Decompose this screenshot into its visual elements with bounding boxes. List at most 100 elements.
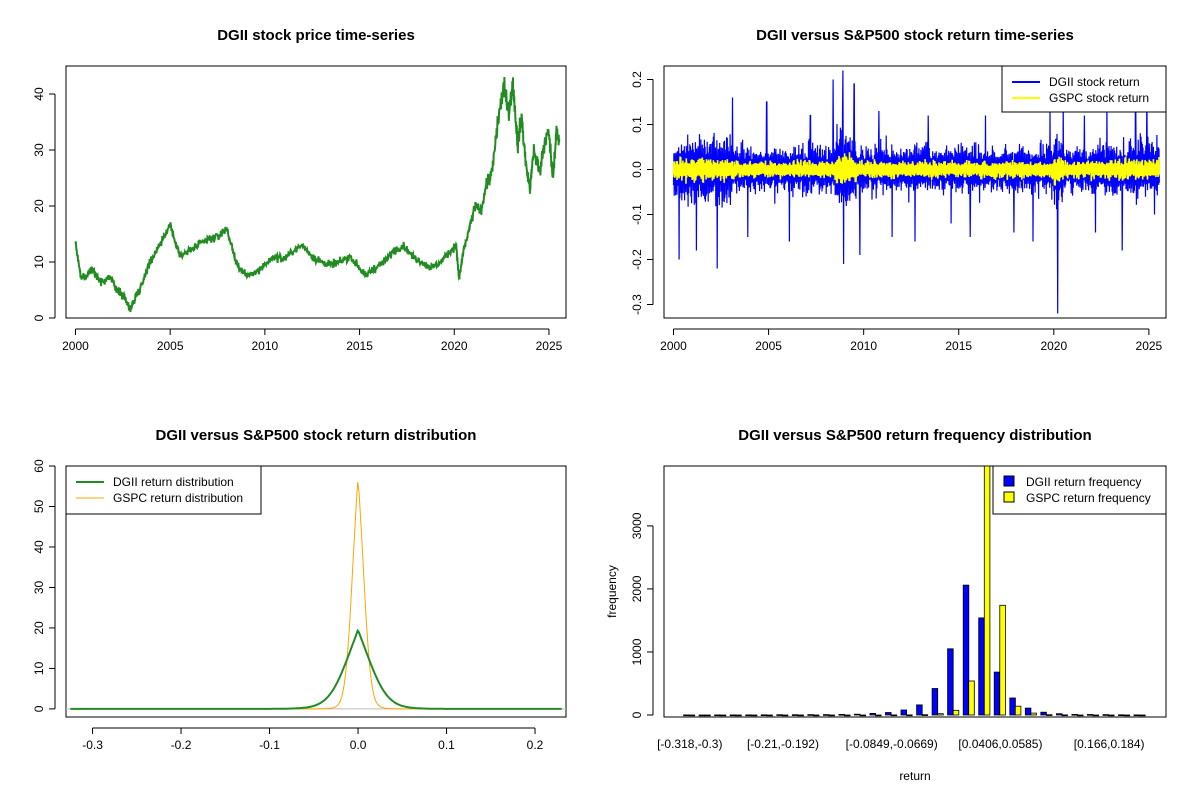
x-tick-label: [-0.21,-0.192): [747, 737, 819, 751]
plot-frame: [663, 465, 1167, 718]
x-tick-label: 0.0: [350, 738, 367, 752]
y-tick-label: -0.1: [630, 204, 644, 225]
legend-label-gspc: GSPC stock return: [1049, 91, 1149, 105]
bar-dgii: [729, 714, 737, 717]
bar-gspc: [921, 714, 929, 716]
x-tick-label: 2005: [755, 339, 782, 353]
dgii-price-line: [74, 76, 561, 313]
bar-gspc: [1030, 712, 1037, 716]
y-tick-label: 40: [32, 540, 46, 554]
bar-gspc: [1061, 714, 1068, 717]
legend-label-gspc: GSPC return distribution: [113, 491, 243, 505]
x-tick-label: 2015: [346, 339, 373, 353]
legend: DGII stock return GSPC stock return: [1001, 65, 1167, 113]
bar-gspc: [968, 680, 975, 716]
bar-gspc: [890, 714, 898, 717]
bar-gspc: [1139, 714, 1146, 717]
bar-dgii: [823, 714, 830, 716]
x-tick-label: -0.2: [171, 738, 192, 752]
x-tick-label: 2025: [536, 339, 563, 353]
bar-dgii: [760, 714, 768, 716]
x-tick-label: [0.166,0.184): [1074, 737, 1145, 751]
x-tick-label: 2020: [441, 339, 468, 353]
legend-label-dgii: DGII stock return: [1049, 75, 1140, 89]
legend: DGII return distribution GSPC return dist…: [65, 465, 262, 515]
bar-gspc: [719, 714, 727, 717]
y-tick-label: 0.0: [630, 161, 644, 178]
bar-dgii: [900, 709, 907, 716]
bar-gspc: [875, 714, 882, 717]
legend-label-gspc: GSPC return frequency: [1026, 491, 1151, 505]
bar-dgii: [776, 714, 783, 716]
x-tick-label: [-0.0849,-0.0669): [846, 737, 938, 751]
x-tick-label: -0.3: [82, 738, 103, 752]
bar-dgii: [1040, 711, 1047, 716]
plot-frame: [65, 65, 567, 319]
bar-dgii: [714, 714, 721, 717]
y-tick-label: 0.1: [630, 116, 644, 133]
legend-label-dgii: DGII return distribution: [113, 475, 234, 489]
bar-gspc: [781, 714, 789, 717]
y-tick-label: 50: [32, 499, 46, 513]
bar-dgii: [993, 671, 1001, 716]
gspc-return-line: [672, 152, 1161, 186]
legend-label-dgii: DGII return frequency: [1026, 475, 1141, 489]
bar-gspc: [844, 714, 851, 717]
bar-gspc: [1092, 714, 1099, 717]
y-tick-label: 0: [32, 705, 46, 712]
x-tick-label: 2000: [62, 339, 89, 353]
y-tick-label: 1000: [630, 638, 644, 665]
bar-gspc: [1046, 714, 1053, 716]
bar-gspc: [828, 714, 835, 717]
legend-box: [992, 465, 1167, 515]
bar-dgii: [698, 714, 706, 717]
x-tick-label: 2010: [850, 339, 877, 353]
bar-dgii: [931, 688, 939, 716]
x-tick-label: 2020: [1040, 339, 1067, 353]
y-tick-label: 10: [32, 661, 46, 675]
density-chart: DGII versus S&P500 stock return distribu…: [32, 427, 567, 752]
chart-title: DGII versus S&P500 stock return time-ser…: [756, 27, 1074, 44]
bar-dgii: [947, 648, 954, 716]
bar-dgii: [1056, 713, 1063, 716]
y-tick-label: -0.3: [630, 294, 644, 315]
chart-title: DGII stock price time-series: [217, 27, 415, 44]
y-tick-label: 30: [32, 143, 46, 157]
x-tick-label: [0.0406,0.0585): [958, 737, 1042, 751]
x-tick-label: 2010: [252, 339, 279, 353]
bar-dgii: [683, 714, 690, 717]
bar-gspc: [983, 465, 991, 716]
x-tick-label: 0.2: [527, 738, 544, 752]
y-tick-label: 10: [32, 255, 46, 269]
bar-gspc: [1014, 705, 1022, 716]
bar-dgii: [1087, 714, 1094, 716]
bar-gspc: [766, 714, 773, 717]
y-tick-label: 0: [32, 314, 46, 321]
x-tick-label: 2015: [945, 339, 972, 353]
bar-gspc: [999, 604, 1006, 716]
bar-dgii: [791, 714, 799, 716]
legend-swatch-dgii: [1003, 475, 1015, 487]
bar-dgii: [1071, 714, 1078, 716]
y-axis-label: frequency: [605, 565, 619, 618]
plot-frame: [663, 65, 1167, 319]
bar-dgii: [1118, 714, 1125, 716]
bar-gspc: [813, 714, 820, 717]
legend-box: [1001, 65, 1167, 113]
bar-dgii: [1133, 714, 1140, 717]
bar-dgii: [1102, 714, 1109, 716]
x-tick-label: 2025: [1136, 339, 1163, 353]
chart-title: DGII versus S&P500 return frequency dist…: [738, 427, 1091, 444]
bar-dgii: [1024, 707, 1032, 716]
y-tick-label: 0: [630, 711, 644, 718]
bar-gspc: [735, 714, 742, 717]
bar-gspc: [952, 709, 960, 716]
x-tick-label: [-0.318,-0.3): [657, 737, 722, 751]
bar-dgii: [838, 714, 845, 716]
bar-gspc: [704, 714, 711, 717]
x-axis-label: return: [899, 769, 930, 783]
bar-dgii: [1009, 697, 1016, 716]
bar-dgii: [745, 714, 752, 717]
